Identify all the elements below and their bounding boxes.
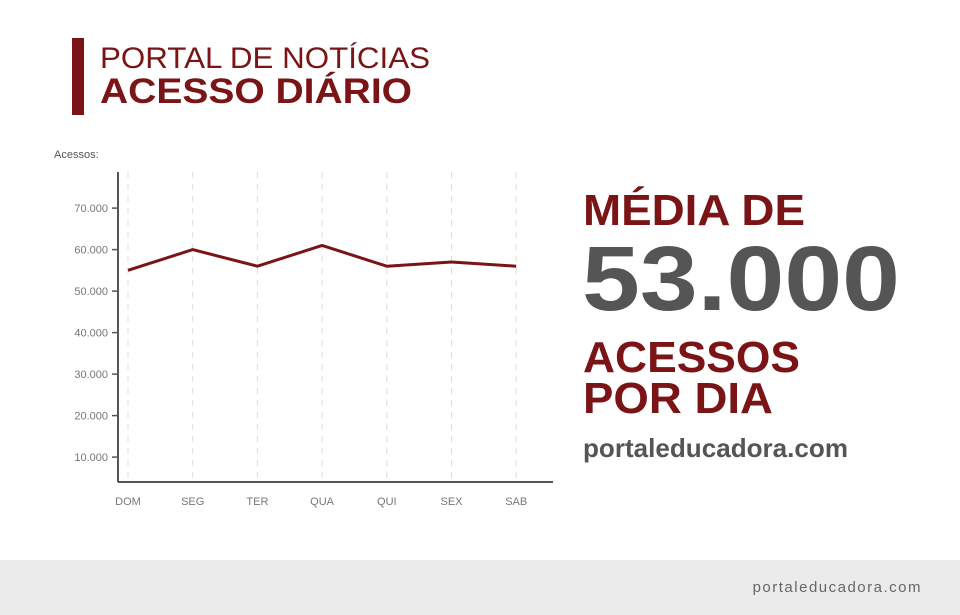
y-tick-label: 60.000 xyxy=(74,245,108,257)
line xyxy=(127,243,517,272)
footer-site: portaleducadora.com xyxy=(753,579,922,596)
y-tick-label: 50.000 xyxy=(74,286,108,298)
x-tick-label: SEX xyxy=(440,496,463,508)
panel-line: MÉDIA DE xyxy=(583,185,805,235)
panel-site: portaleducadora.com xyxy=(583,433,848,463)
panel-number: 53.000 xyxy=(582,228,900,330)
x-tick-label: DOM xyxy=(115,496,141,508)
header-title: PORTAL DE NOTÍCIAS xyxy=(100,42,430,75)
x-tick-label: SEG xyxy=(181,496,204,508)
y-axis-label: Acessos: xyxy=(54,149,99,161)
y-tick-label: 40.000 xyxy=(74,328,108,340)
y-tick-label: 70.000 xyxy=(74,203,108,215)
footer xyxy=(0,560,960,615)
y-tick-label: 20.000 xyxy=(74,411,108,423)
header-subtitle: ACESSO DIÁRIO xyxy=(100,71,412,111)
y-tick-label: 10.000 xyxy=(74,452,108,464)
y-tick-label: 30.000 xyxy=(74,369,108,381)
panel-line: POR DIA xyxy=(583,374,773,423)
x-tick-label: QUA xyxy=(310,496,335,508)
x-tick-label: SAB xyxy=(505,496,527,508)
x-tick-label: QUI xyxy=(377,496,397,508)
panel-line: ACESSOS xyxy=(583,333,800,382)
x-tick-label: TER xyxy=(246,496,268,508)
header-bar xyxy=(72,38,84,115)
